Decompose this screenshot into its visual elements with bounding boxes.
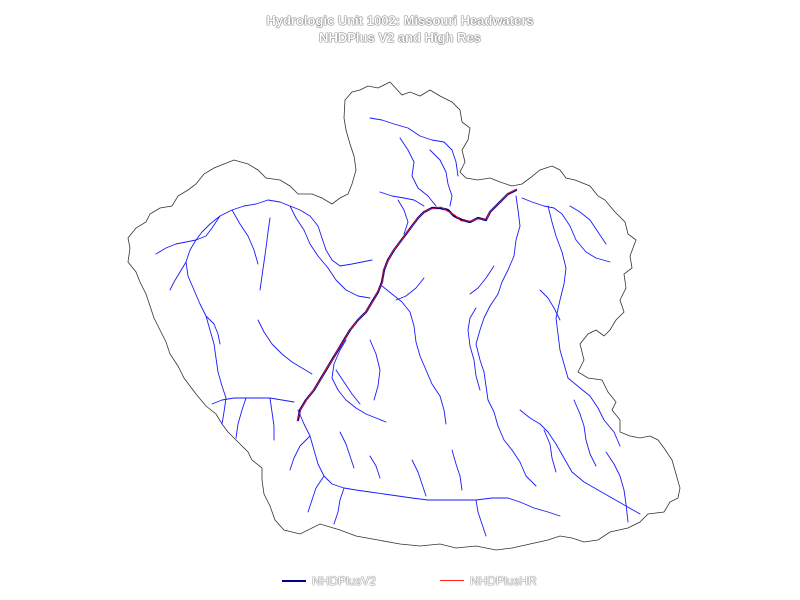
legend-label-nhdplushr: NHDPlusHR — [470, 574, 537, 588]
legend-label-nhdplusv2: NHDPlusV2 — [312, 574, 377, 588]
mainstem-nhdplushr — [296, 188, 518, 422]
map-title-line1: Hydrologic Unit 1002: Missouri Headwater… — [266, 13, 534, 28]
legend: NHDPlusV2 NHDPlusHR — [0, 572, 800, 592]
basin-boundary — [127, 81, 681, 551]
legend-swatch-nhdplusv2 — [282, 580, 306, 582]
legend-swatch-nhdplushr — [440, 580, 464, 581]
map-subtitle: NHDPlus V2 and High Res — [319, 30, 481, 45]
flowlines-nhdplus — [155, 117, 641, 537]
map-title: Hydrologic Unit 1002: Missouri Headwater… — [0, 12, 800, 46]
